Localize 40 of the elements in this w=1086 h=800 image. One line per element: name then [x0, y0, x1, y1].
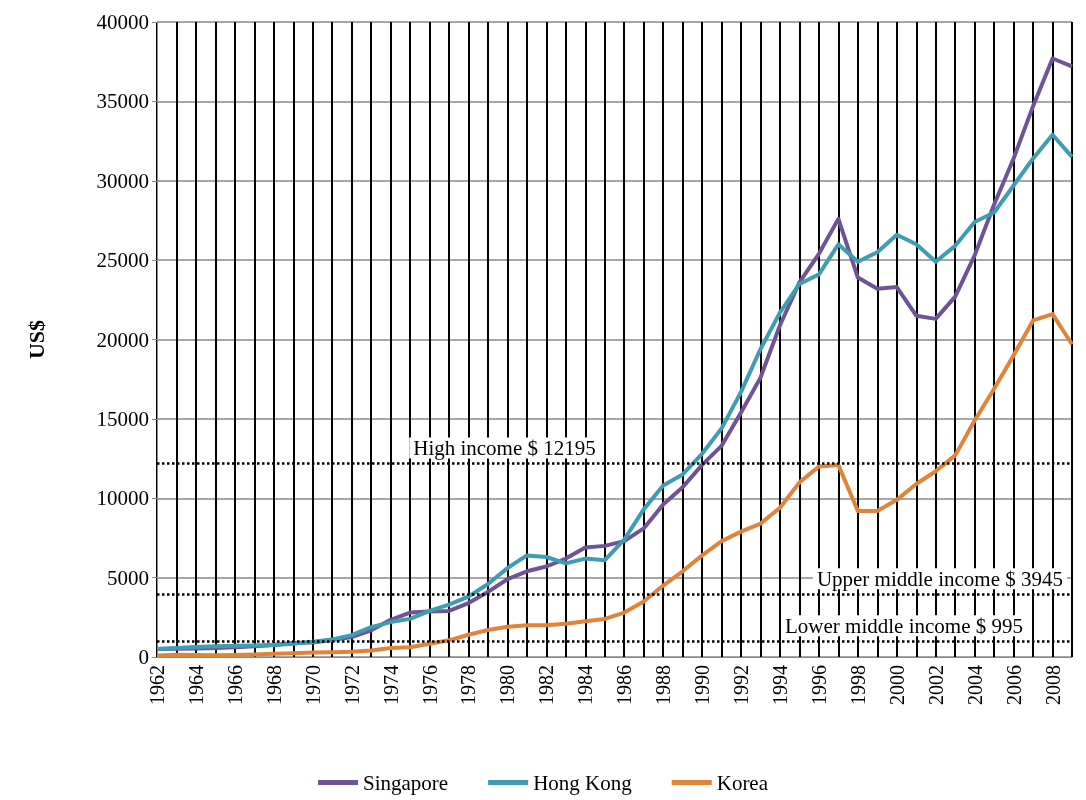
x-tick-label: 1992 [730, 665, 753, 705]
x-tick-label: 1994 [768, 665, 791, 705]
x-tick-label: 1982 [535, 665, 558, 705]
legend-label: Singapore [362, 770, 449, 795]
x-tick-label: 1976 [418, 665, 441, 705]
x-tick-label: 2006 [1002, 665, 1025, 705]
y-tick-label: 15000 [96, 406, 149, 431]
y-tick-label: 0 [138, 645, 149, 669]
y-axis-title: US$ [23, 319, 49, 360]
y-tick-label: 20000 [96, 327, 149, 352]
x-tick-label: 1980 [496, 665, 519, 705]
x-tick-label: 1972 [340, 665, 363, 705]
ref-line-label: Lower middle income $ 995 [785, 613, 1023, 638]
x-tick-label: 1990 [691, 665, 714, 705]
y-tick-label: 30000 [96, 168, 149, 193]
x-tick-label: 1986 [613, 665, 636, 705]
y-tick-label: 35000 [96, 89, 149, 114]
x-tick-label: 1978 [457, 665, 480, 705]
legend-label: Korea [716, 770, 769, 795]
x-tick-label: 1974 [379, 665, 402, 705]
x-tick-label: 1964 [184, 665, 207, 705]
x-tick-label: 2002 [924, 665, 947, 705]
ref-line-label: Upper middle income $ 3945 [816, 566, 1063, 591]
x-tick-label: 1966 [223, 665, 246, 705]
x-tick-label: 1998 [846, 665, 869, 705]
x-tick-label: 2008 [1041, 665, 1064, 705]
x-tick-label: 1988 [652, 665, 675, 705]
y-tick-label: 5000 [107, 565, 149, 590]
x-tick-label: 2004 [963, 665, 986, 705]
y-tick-label: 25000 [96, 248, 149, 273]
x-tick-label: 1970 [301, 665, 324, 705]
x-tick-label: 2000 [885, 665, 908, 705]
ref-line-label: High income $ 12195 [413, 435, 596, 460]
x-tick-label: 1984 [574, 665, 597, 705]
y-tick-label: 40000 [96, 10, 149, 34]
y-tick-label: 10000 [96, 486, 149, 511]
x-tick-label: 1996 [807, 665, 830, 705]
legend-label: Hong Kong [533, 770, 633, 795]
x-tick-label: 1968 [262, 665, 285, 705]
x-tick-label: 1962 [146, 665, 168, 705]
